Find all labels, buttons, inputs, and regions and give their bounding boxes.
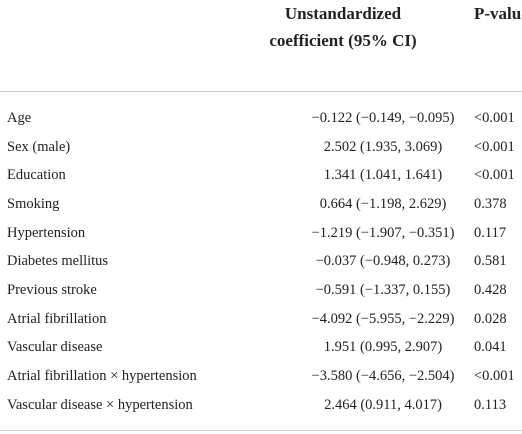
table-body: Age −0.122 (−0.149, −0.095) <0.001 Sex (mal… xyxy=(0,92,522,431)
coefficient-cell: −0.591 (−1.337, 0.155) xyxy=(315,281,451,298)
coefficient-cell: −3.580 (−4.656, −2.504) xyxy=(311,368,455,385)
p-value-cell: <0.001 xyxy=(474,138,515,155)
p-value-cell: 0.428 xyxy=(474,281,507,298)
variable-cell: Vascular disease xyxy=(7,339,103,356)
table-row: Age −0.122 (−0.149, −0.095) <0.001 xyxy=(0,92,522,133)
coefficient-cell: 2.464 (0.911, 4.017) xyxy=(212,390,474,431)
variable-cell: Age xyxy=(7,109,32,126)
table-row: Previous stroke −0.591 (−1.337, 0.155) 0.4… xyxy=(0,276,522,305)
variable-cell: Diabetes mellitus xyxy=(7,253,109,270)
p-value-cell: <0.001 xyxy=(474,368,515,385)
p-value-cell: 0.028 xyxy=(474,310,507,327)
table-row: Atrial fibrillation × hypertension −3.580… xyxy=(0,362,522,391)
header-blank xyxy=(0,0,212,92)
variable-cell: Atrial fibrillation × hypertension xyxy=(7,368,197,385)
header-cell: Unstandardized coefficient (95% CI) xyxy=(212,0,474,92)
table-row: Sex (male) 2.502 (1.935, 3.069) <0.001 xyxy=(0,133,522,162)
variable-cell: Atrial fibrillation xyxy=(7,310,107,327)
p-value-cell: 0.113 xyxy=(474,390,522,431)
coefficient-cell: 2.502 (1.935, 3.069) xyxy=(323,138,443,155)
table-row: Hypertension −1.219 (−1.907, −0.351) 0.117 xyxy=(0,219,522,248)
variable-cell: Hypertension xyxy=(7,224,86,241)
p-value-cell: 0.581 xyxy=(474,253,507,270)
table-row: Smoking 0.664 (−1.198, 2.629) 0.378 xyxy=(0,190,522,219)
coefficient-cell: −4.092 (−5.955, −2.229) xyxy=(311,310,455,327)
header-row: Unstandardized coefficient (95% CI) P-va… xyxy=(0,0,522,92)
variable-cell: Sex (male) xyxy=(7,138,71,155)
header-cell: P-value xyxy=(474,0,522,92)
p-value-cell: 0.117 xyxy=(474,224,507,241)
table-row: Education 1.341 (1.041, 1.641) <0.001 xyxy=(0,161,522,190)
p-value-cell: 0.378 xyxy=(474,195,507,212)
p-value-cell: <0.001 xyxy=(474,167,515,184)
p-value-cell: 0.041 xyxy=(474,339,507,356)
coefficient-cell: −1.219 (−1.907, −0.351) xyxy=(311,224,455,241)
variable-cell: Vascular disease × hypertension xyxy=(0,390,212,431)
coefficient-cell: 0.664 (−1.198, 2.629) xyxy=(319,195,447,212)
coefficient-cell: 1.951 (0.995, 2.907) xyxy=(323,339,443,356)
coefficient-cell: −0.122 (−0.149, −0.095) xyxy=(311,109,455,126)
table-row: Vascular disease 1.951 (0.995, 2.907) 0.04… xyxy=(0,334,522,363)
table-row: Atrial fibrillation −4.092 (−5.955, −2.22… xyxy=(0,305,522,334)
p-value-cell: <0.001 xyxy=(474,109,515,126)
variable-cell: Previous stroke xyxy=(7,281,97,298)
variable-cell: Education xyxy=(7,167,66,184)
coefficient-cell: −0.037 (−0.948, 0.273) xyxy=(315,253,451,270)
coefficient-cell: 1.341 (1.041, 1.641) xyxy=(323,167,443,184)
variable-cell: Smoking xyxy=(7,195,60,212)
table-row: Vascular disease × hypertension 2.464 (0.… xyxy=(0,390,522,431)
table-row: Diabetes mellitus −0.037 (−0.948, 0.273) 0… xyxy=(0,247,522,276)
